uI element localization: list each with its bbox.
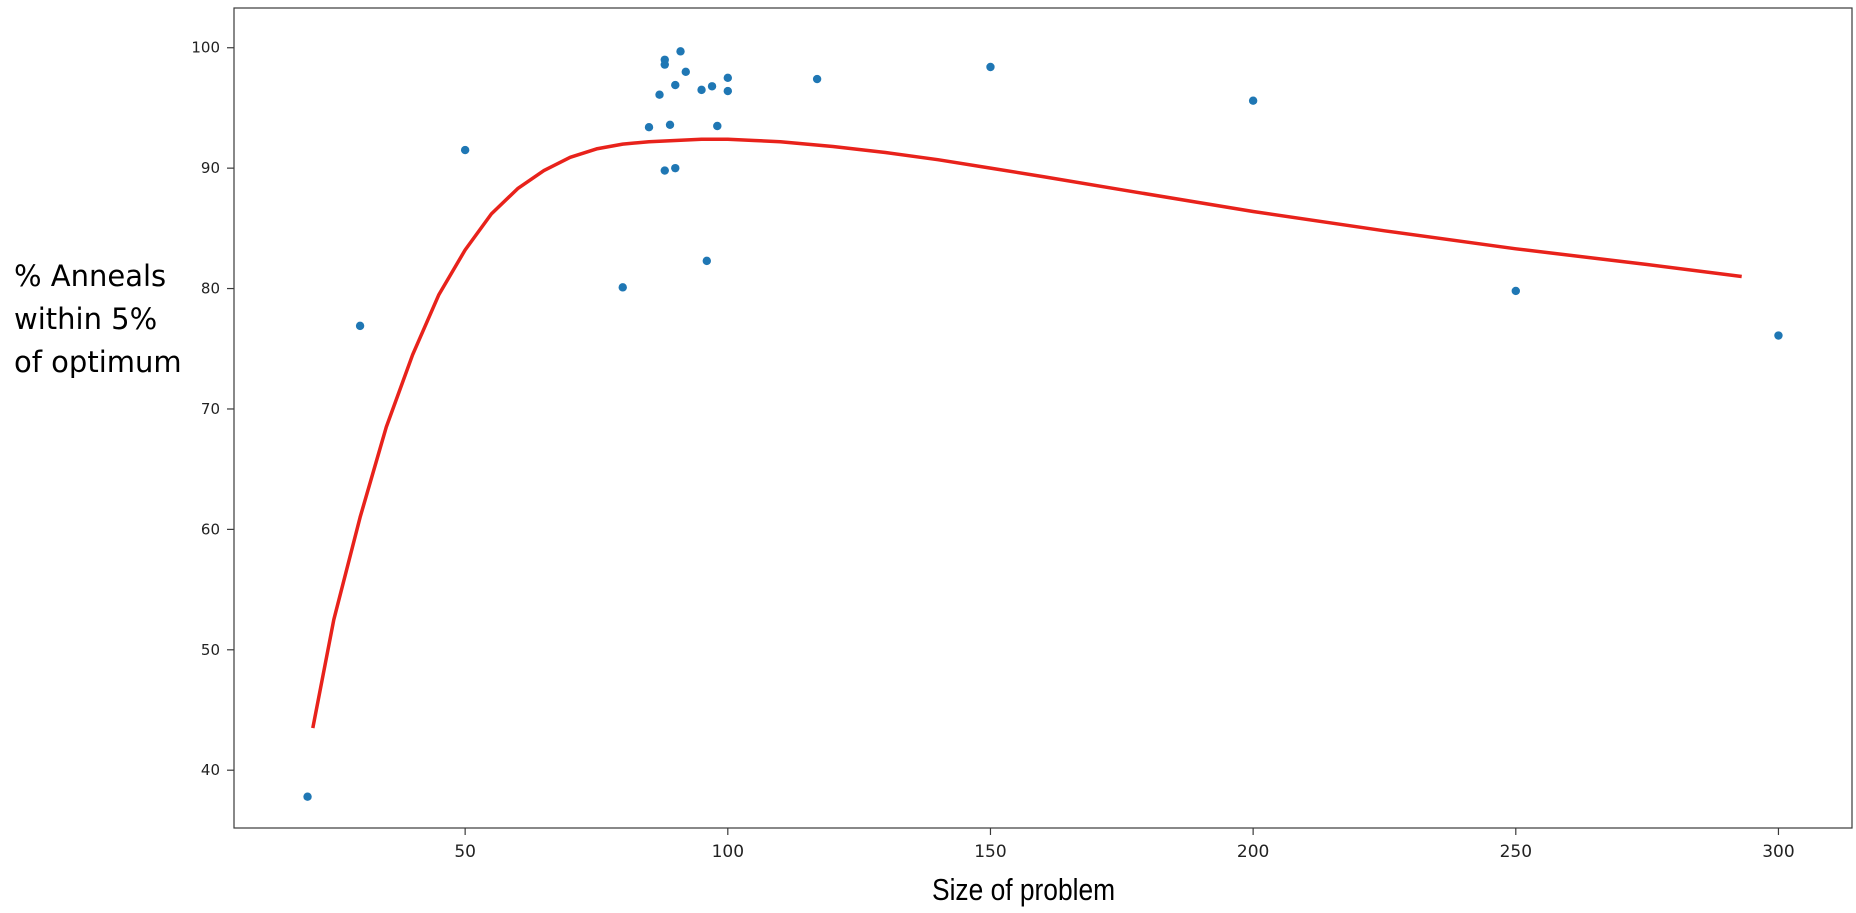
scatter-point xyxy=(303,792,312,801)
scatter-point xyxy=(665,120,675,129)
scatter-point xyxy=(660,55,669,64)
plot-frame xyxy=(233,7,1853,829)
scatter-point xyxy=(618,283,627,292)
y-tick-label: 80 xyxy=(201,280,220,298)
scatter-point xyxy=(713,121,722,131)
scatter-point xyxy=(1248,96,1258,105)
x-tick-label: 50 xyxy=(454,842,476,862)
scatter-point xyxy=(660,166,669,175)
y-axis-label-line-3: of optimum xyxy=(14,345,182,379)
y-tick-label: 50 xyxy=(201,641,220,659)
y-tick-label: 90 xyxy=(201,159,220,177)
scatter-point xyxy=(697,85,706,95)
x-axis-ticks: 50 100 150 200 250 300 xyxy=(454,828,1795,862)
scatter-point xyxy=(1774,331,1783,340)
scatter-point xyxy=(1511,286,1520,296)
fit-curve-line xyxy=(311,137,1742,729)
scatter-point xyxy=(707,82,717,91)
scatter-points-layer xyxy=(303,47,1783,801)
y-axis-label-line-2: within 5% xyxy=(14,302,158,336)
scatter-point xyxy=(655,90,664,99)
scatter-point xyxy=(723,86,733,96)
scatter-point xyxy=(723,73,733,83)
y-tick-label: 60 xyxy=(201,520,220,538)
x-tick-label: 300 xyxy=(1762,842,1794,862)
scatter-point xyxy=(676,47,685,56)
y-axis-label: % Anneals within 5% of optimum xyxy=(14,255,182,384)
scatter-point xyxy=(986,62,995,72)
scatter-point xyxy=(702,256,711,266)
y-tick-label: 100 xyxy=(191,39,220,57)
scatter-point xyxy=(812,74,822,84)
scatter-point xyxy=(355,321,365,331)
x-tick-label: 200 xyxy=(1237,842,1269,862)
y-tick-label: 40 xyxy=(201,761,220,779)
x-tick-label: 100 xyxy=(712,842,744,862)
fit-curve-layer xyxy=(311,137,1742,729)
scatter-point xyxy=(671,163,680,173)
x-tick-label: 150 xyxy=(974,842,1006,862)
y-axis-label-line-1: % Anneals xyxy=(14,259,167,293)
scatter-point xyxy=(460,145,470,155)
scatter-point xyxy=(681,67,690,77)
y-tick-label: 70 xyxy=(201,400,220,418)
y-axis-ticks: 40 50 60 70 80 90 100 xyxy=(191,39,234,779)
x-axis-label: Size of problem xyxy=(932,872,1116,907)
x-tick-label: 250 xyxy=(1500,842,1532,862)
scatter-point xyxy=(671,80,680,90)
scatter-point xyxy=(644,123,654,132)
